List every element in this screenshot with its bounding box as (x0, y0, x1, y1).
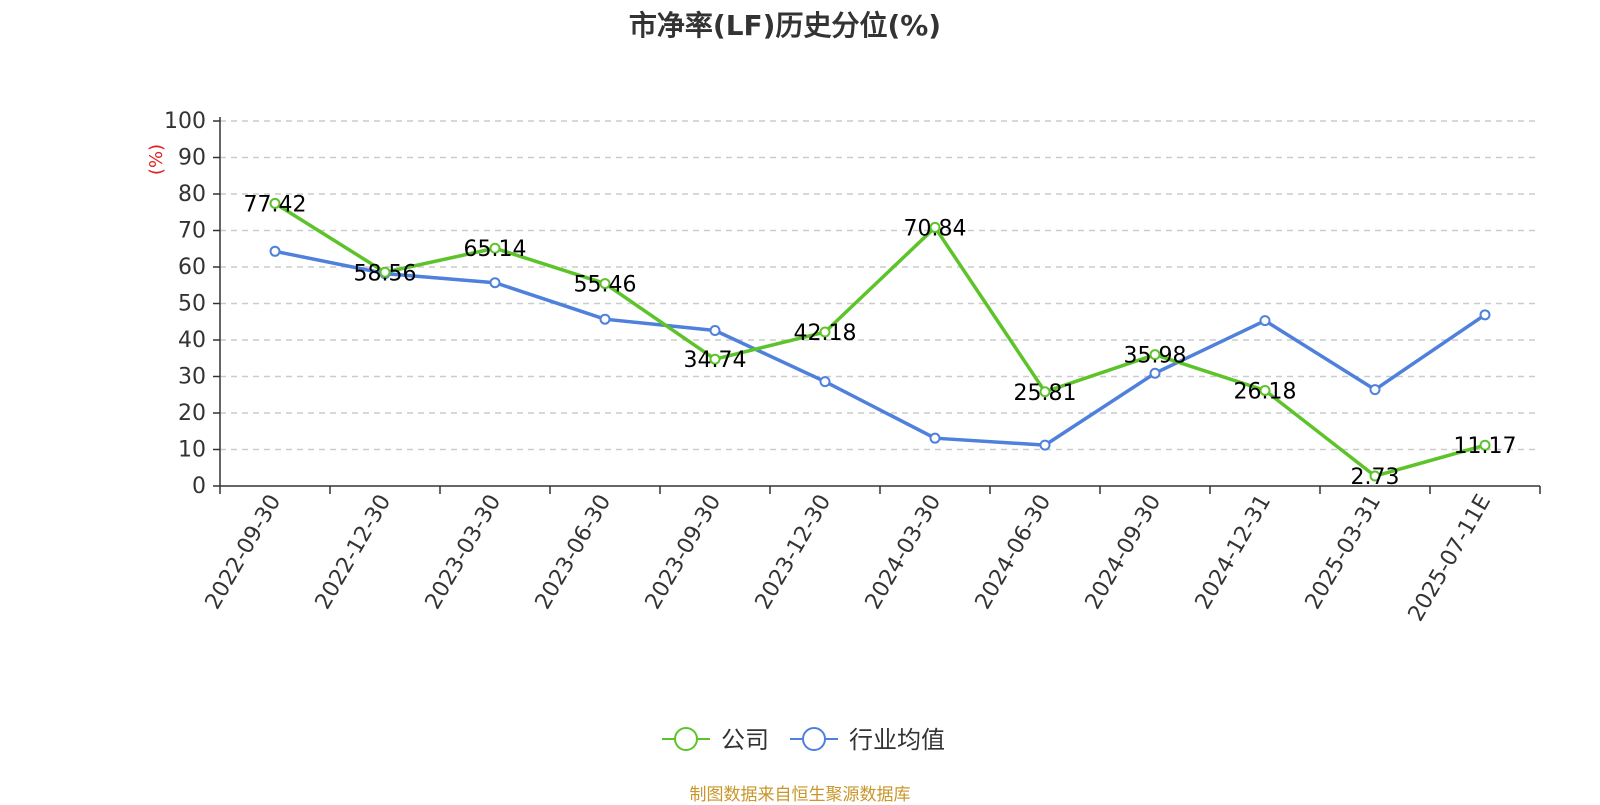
data-label: 77.42 (244, 192, 307, 217)
y-axis-label: (%) (146, 144, 167, 175)
x-tick-label: 2023-12-30 (751, 491, 837, 614)
legend-marker (802, 727, 826, 751)
data-label: 70.84 (904, 216, 967, 241)
data-point (819, 326, 831, 338)
data-point (1479, 309, 1491, 321)
y-tick-label: 30 (178, 365, 206, 390)
data-point (1039, 439, 1051, 451)
data-point (1479, 439, 1491, 451)
y-tick-label: 100 (164, 109, 206, 134)
grid-lines (220, 120, 1540, 451)
series-lines (274, 201, 1486, 478)
data-label: 2.73 (1351, 465, 1400, 490)
y-tick-label: 50 (178, 292, 206, 317)
data-point (379, 266, 391, 278)
x-tick-label: 2022-09-30 (201, 491, 287, 614)
x-tick-label: 2025-07-11E (1404, 491, 1497, 626)
y-tick-label: 60 (178, 255, 206, 280)
x-tick-label: 2023-06-30 (531, 491, 617, 614)
data-point (1369, 384, 1381, 396)
data-point (599, 313, 611, 325)
x-tick-label: 2022-12-30 (311, 491, 397, 614)
data-point (929, 221, 941, 233)
series-line-0 (274, 201, 1486, 478)
x-tick-label: 2024-06-30 (971, 491, 1057, 614)
data-point (1039, 386, 1051, 398)
data-label: 25.81 (1014, 381, 1077, 406)
y-tick-label: 0 (192, 474, 206, 499)
legend-marker (674, 727, 698, 751)
x-tick-label: 2024-03-30 (861, 491, 947, 614)
data-label: 42.18 (794, 321, 857, 346)
data-point (489, 277, 501, 289)
data-point (1259, 315, 1271, 327)
series-points (269, 197, 1491, 482)
legend-label: 公司 (721, 726, 769, 754)
data-source-note: 制图数据来自恒生聚源数据库 (689, 785, 911, 805)
data-point (489, 242, 501, 254)
x-tick-label: 2024-09-30 (1081, 491, 1167, 614)
legend-label: 行业均值 (849, 726, 945, 754)
data-point (269, 197, 281, 209)
data-label: 55.46 (574, 273, 637, 298)
data-point (819, 376, 831, 388)
data-point (709, 325, 721, 337)
data-label: 58.56 (354, 261, 417, 286)
x-tick-label: 2024-12-31 (1191, 491, 1277, 614)
data-label: 34.74 (684, 348, 747, 373)
data-label: 11.17 (1454, 434, 1517, 459)
x-tick-label: 2023-09-30 (641, 491, 727, 614)
y-tick-label: 70 (178, 219, 206, 244)
data-point (709, 353, 721, 365)
data-point (1149, 367, 1161, 379)
y-tick-label: 40 (178, 328, 206, 353)
data-point (1369, 470, 1381, 482)
chart-title: 市净率(LF)历史分位(%) (628, 9, 942, 42)
y-tick-label: 20 (178, 401, 206, 426)
x-tick-label: 2023-03-30 (421, 491, 507, 614)
y-tick-label: 80 (178, 182, 206, 207)
data-point (269, 245, 281, 257)
data-label: 26.18 (1234, 379, 1297, 404)
series-line-1 (274, 249, 1486, 447)
legend: 公司 行业均值 (662, 726, 945, 754)
data-point (599, 278, 611, 290)
data-labels: 77.42 58.56 65.14 55.46 34.74 42.18 70.84 25.81… (244, 192, 1517, 490)
x-tick-label: 2025-03-31 (1301, 491, 1387, 614)
data-point (929, 432, 941, 444)
y-tick-label: 10 (178, 438, 206, 463)
axes: 0 10 20 30 40 50 60 70 80 90 100 (%) 2022-09-30 2022-… (146, 109, 1541, 626)
data-point (1259, 384, 1271, 396)
y-tick-label: 90 (178, 146, 206, 171)
data-label: 65.14 (464, 237, 527, 262)
data-point (1149, 349, 1161, 361)
data-label: 35.98 (1124, 344, 1187, 369)
